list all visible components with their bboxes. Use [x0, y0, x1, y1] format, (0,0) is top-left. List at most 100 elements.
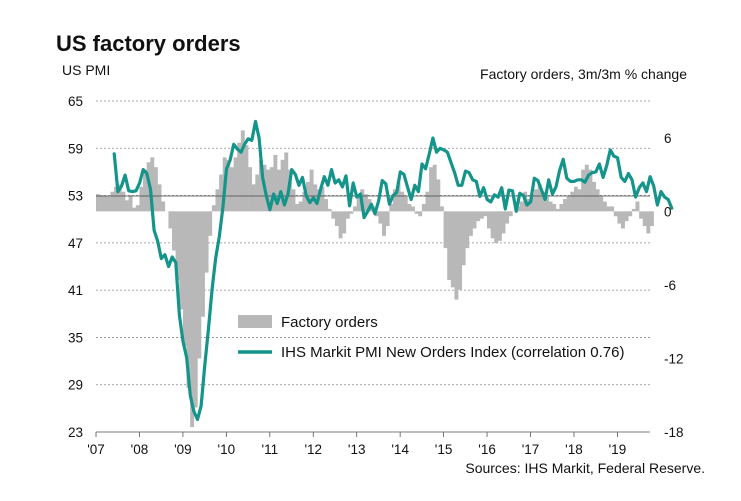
bar-factory-orders — [378, 211, 383, 224]
bar-factory-orders — [396, 181, 401, 212]
bar-factory-orders — [193, 211, 198, 408]
x-tick-label: '12 — [304, 442, 322, 457]
bar-factory-orders — [110, 191, 115, 212]
bar-factory-orders — [204, 211, 209, 273]
bar-factory-orders — [461, 211, 466, 266]
bar-factory-orders — [233, 157, 238, 212]
bar-factory-orders — [411, 206, 415, 212]
bar-factory-orders — [132, 207, 137, 212]
left-axis-title: US PMI — [62, 62, 110, 78]
left-tick-label: 47 — [68, 236, 83, 251]
bar-factory-orders — [356, 196, 361, 212]
bar-factory-orders — [179, 211, 184, 310]
bar-factory-orders — [295, 203, 300, 212]
bar-factory-orders — [559, 203, 564, 212]
legend-swatch-factory-orders — [238, 315, 272, 328]
bar-factory-orders — [595, 189, 600, 212]
bar-factory-orders — [117, 184, 122, 212]
x-tick-label: '13 — [348, 442, 366, 457]
bar-factory-orders — [382, 211, 386, 236]
left-tick-label: 53 — [68, 189, 83, 204]
bar-factory-orders — [139, 186, 144, 212]
bar-factory-orders — [468, 211, 473, 236]
bar-factory-orders — [309, 169, 314, 212]
bar-factory-orders — [443, 211, 448, 249]
bar-factory-orders — [385, 211, 390, 227]
bar-factory-orders — [642, 211, 647, 227]
bar-factory-orders — [494, 211, 499, 244]
bar-factory-orders — [121, 191, 126, 212]
bar-factory-orders — [244, 145, 249, 212]
bar-factory-orders — [219, 174, 224, 212]
bar-factory-orders — [592, 181, 596, 212]
bar-factory-orders — [403, 196, 408, 212]
bar-factory-orders — [349, 211, 354, 214]
bar-factory-orders — [610, 206, 615, 212]
x-tick-label: '17 — [522, 442, 540, 457]
bar-factory-orders — [465, 211, 470, 249]
left-tick-label: 29 — [68, 378, 83, 393]
bar-factory-orders — [143, 169, 147, 212]
bar-factory-orders — [621, 211, 625, 229]
bar-factory-orders — [277, 169, 281, 212]
bar-factory-orders — [414, 211, 419, 214]
bar-factory-orders — [327, 208, 332, 212]
bar-factory-orders — [400, 191, 405, 212]
bar-factory-orders — [454, 211, 459, 300]
bar-factory-orders — [392, 189, 397, 212]
bar-factory-orders — [302, 191, 307, 212]
bar-factory-orders — [201, 211, 205, 317]
bar-factory-orders — [476, 211, 481, 222]
bar-factory-orders — [258, 159, 263, 212]
bar-factory-orders — [280, 159, 285, 212]
bar-factory-orders — [273, 154, 278, 212]
bar-factory-orders — [563, 199, 568, 212]
bar-factory-orders — [421, 203, 426, 212]
bar-factory-orders — [124, 200, 129, 212]
bar-factory-orders — [284, 152, 289, 212]
bar-factory-orders — [345, 211, 350, 219]
left-tick-label: 35 — [68, 330, 83, 345]
right-tick-label: 0 — [664, 204, 672, 219]
right-tick-label: 6 — [664, 131, 672, 146]
x-tick-label: '09 — [174, 442, 192, 457]
left-tick-label: 41 — [68, 283, 83, 298]
bar-factory-orders — [331, 211, 336, 219]
bar-factory-orders — [269, 167, 274, 212]
bar-factory-orders — [342, 211, 347, 234]
bar-factory-orders — [135, 205, 140, 212]
factory-orders-bars — [96, 130, 654, 428]
bar-factory-orders — [458, 211, 462, 290]
x-tick-label: '18 — [565, 442, 583, 457]
bar-factory-orders — [519, 201, 524, 212]
chart-title: US factory orders — [56, 31, 241, 56]
bar-factory-orders — [432, 164, 437, 212]
bar-factory-orders — [534, 189, 539, 212]
bar-factory-orders — [374, 211, 379, 217]
bar-factory-orders — [447, 211, 452, 280]
bar-factory-orders — [153, 167, 158, 212]
bar-factory-orders — [190, 211, 195, 428]
bar-factory-orders — [649, 211, 654, 227]
x-tick-label: '16 — [478, 442, 496, 457]
bar-factory-orders — [353, 206, 357, 212]
bar-factory-orders — [182, 211, 187, 347]
bar-factory-orders — [291, 189, 296, 212]
left-tick-label: 59 — [68, 141, 83, 156]
bar-factory-orders — [548, 201, 553, 212]
bar-factory-orders — [555, 208, 560, 212]
bar-factory-orders — [483, 211, 488, 217]
bar-factory-orders — [602, 201, 607, 212]
bar-factory-orders — [99, 195, 104, 212]
left-axis-ticks: 65 59 53 47 41 35 29 23 — [68, 94, 83, 440]
bar-factory-orders — [479, 211, 484, 219]
x-tick-label: '11 — [262, 442, 279, 457]
bar-factory-orders — [429, 167, 434, 212]
x-tick-label: '19 — [609, 442, 627, 457]
bar-factory-orders — [436, 179, 441, 212]
bar-factory-orders — [566, 196, 571, 212]
source-note: Sources: IHS Markit, Federal Reserve. — [465, 460, 705, 476]
legend: Factory orders IHS Markit PMI New Orders… — [238, 314, 624, 361]
bar-factory-orders — [338, 211, 343, 239]
